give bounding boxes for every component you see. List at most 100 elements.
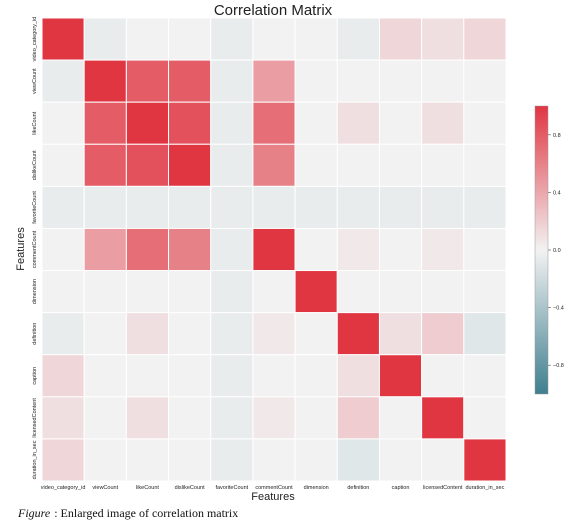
heatmap-cell-viewCount-dimension [294,59,338,103]
heatmap-cell-favoriteCount-definition [336,185,380,229]
heatmap-cell-caption-dimension [294,354,338,398]
heatmap-cell-licensedContent-duration_in_sec [463,396,507,440]
chart-title: Correlation Matrix [214,2,333,19]
heatmap-cell-licensedContent-viewCount [83,396,127,440]
heatmap-cell-definition-dimension [294,312,338,356]
heatmap-cell-duration_in_sec-definition [336,438,380,482]
y-tick-label-caption: caption [32,367,38,385]
heatmap-cell-favoriteCount-favoriteCount [210,185,254,229]
heatmap-cell-video_category_id-viewCount [83,17,127,61]
heatmap-cell-dislikeCount-duration_in_sec [463,143,507,187]
heatmap-cell-dimension-caption [378,270,423,314]
heatmap-cell-commentCount-video_category_id [41,227,85,272]
heatmap-cell-licensedContent-dislikeCount [168,396,212,440]
heatmap-cell-definition-likeCount [125,312,170,356]
heatmap-cell-likeCount-video_category_id [41,101,85,145]
heatmap-cell-caption-dislikeCount [168,354,212,398]
heatmap-cell-video_category_id-likeCount [125,17,170,61]
heatmap-cell-viewCount-licensedContent [421,59,465,103]
heatmap-cell-video_category_id-duration_in_sec [463,17,507,61]
heatmap-cell-duration_in_sec-video_category_id [41,438,85,482]
heatmap-cell-likeCount-caption [378,101,423,145]
heatmap-cell-viewCount-definition [336,59,380,103]
heatmap-cells [41,17,507,482]
heatmap-cell-video_category_id-dimension [294,17,338,61]
heatmap-cell-video_category_id-dislikeCount [168,17,212,61]
heatmap-cell-likeCount-dislikeCount [168,101,212,145]
y-tick-label-dislikeCount: dislikeCount [32,150,38,180]
heatmap-cell-likeCount-likeCount [125,101,170,145]
heatmap-cell-video_category_id-licensedContent [421,17,465,61]
heatmap-cell-favoriteCount-licensedContent [421,185,465,229]
y-tick-labels: video_category_id viewCount likeCount disli… [32,17,38,480]
heatmap-cell-favoriteCount-duration_in_sec [463,185,507,229]
heatmap-cell-video_category_id-caption [378,17,423,61]
heatmap-cell-commentCount-duration_in_sec [463,227,507,272]
heatmap-cell-favoriteCount-video_category_id [41,185,85,229]
colorbar-tick-label: −0.4 [553,306,564,312]
heatmap-cell-caption-definition [336,354,380,398]
heatmap-cell-duration_in_sec-favoriteCount [210,438,254,482]
heatmap-cell-duration_in_sec-dislikeCount [168,438,212,482]
colorbar-tick-label: 0.4 [553,190,561,196]
heatmap-cell-video_category_id-favoriteCount [210,17,254,61]
heatmap-cell-viewCount-duration_in_sec [463,59,507,103]
heatmap-cell-favoriteCount-dimension [294,185,338,229]
heatmap-cell-dimension-viewCount [83,270,127,314]
y-axis-label: Features [15,227,27,271]
heatmap-cell-caption-favoriteCount [210,354,254,398]
heatmap-cell-licensedContent-favoriteCount [210,396,254,440]
heatmap-cell-commentCount-dislikeCount [168,227,212,272]
colorbar-tick-label: −0.8 [553,363,564,369]
colorbar-tick-label: 0.0 [553,248,561,254]
heatmap-cell-caption-viewCount [83,354,127,398]
heatmap-cell-dislikeCount-licensedContent [421,143,465,187]
x-tick-label-video_category_id: video_category_id [41,485,86,491]
heatmap-cell-caption-commentCount [252,354,296,398]
heatmap-cell-video_category_id-definition [336,17,380,61]
heatmap-cell-duration_in_sec-commentCount [252,438,296,482]
heatmap-cell-viewCount-favoriteCount [210,59,254,103]
y-tick-label-favoriteCount: favoriteCount [32,191,38,224]
heatmap-cell-likeCount-commentCount [252,101,296,145]
heatmap-cell-definition-commentCount [252,312,296,356]
heatmap-cell-viewCount-viewCount [83,59,127,103]
heatmap-cell-dimension-favoriteCount [210,270,254,314]
heatmap-cell-dimension-dimension [294,270,338,314]
heatmap-cell-duration_in_sec-dimension [294,438,338,482]
heatmap-cell-likeCount-licensedContent [421,101,465,145]
heatmap-cell-commentCount-commentCount [252,227,296,272]
x-tick-label-caption: caption [392,485,410,491]
heatmap-cell-favoriteCount-dislikeCount [168,185,212,229]
heatmap-cell-favoriteCount-viewCount [83,185,127,229]
colorbar: 0.8 0.4 0.0 −0.4 −0.8 [534,105,564,395]
heatmap-cell-commentCount-likeCount [125,227,170,272]
heatmap-cell-caption-duration_in_sec [463,354,507,398]
heatmap-cell-dimension-video_category_id [41,270,85,314]
heatmap-cell-favoriteCount-caption [378,185,423,229]
y-tick-label-dimension: dimension [32,279,38,304]
x-tick-label-licensedContent: licensedContent [423,485,463,491]
x-tick-label-viewCount: viewCount [92,485,118,491]
heatmap-cell-licensedContent-caption [378,396,423,440]
heatmap-cell-viewCount-caption [378,59,423,103]
y-tick-label-definition: definition [32,323,38,345]
y-tick-label-likeCount: likeCount [32,111,38,134]
heatmap-cell-dimension-definition [336,270,380,314]
heatmap-cell-definition-licensedContent [421,312,465,356]
heatmap-cell-dislikeCount-likeCount [125,143,170,187]
heatmap-cell-favoriteCount-likeCount [125,185,170,229]
heatmap-cell-licensedContent-dimension [294,396,338,440]
heatmap-cell-definition-video_category_id [41,312,85,356]
heatmap-cell-commentCount-caption [378,227,423,272]
heatmap-cell-dislikeCount-commentCount [252,143,296,187]
x-tick-label-definition: definition [347,485,369,491]
heatmap-cell-likeCount-viewCount [83,101,127,145]
heatmap-cell-commentCount-viewCount [83,227,127,272]
y-tick-label-duration_in_sec: duration_in_sec [32,440,38,479]
heatmap-cell-duration_in_sec-caption [378,438,423,482]
heatmap-cell-favoriteCount-commentCount [252,185,296,229]
heatmap-cell-licensedContent-definition [336,396,380,440]
heatmap-cell-caption-caption [378,354,423,398]
